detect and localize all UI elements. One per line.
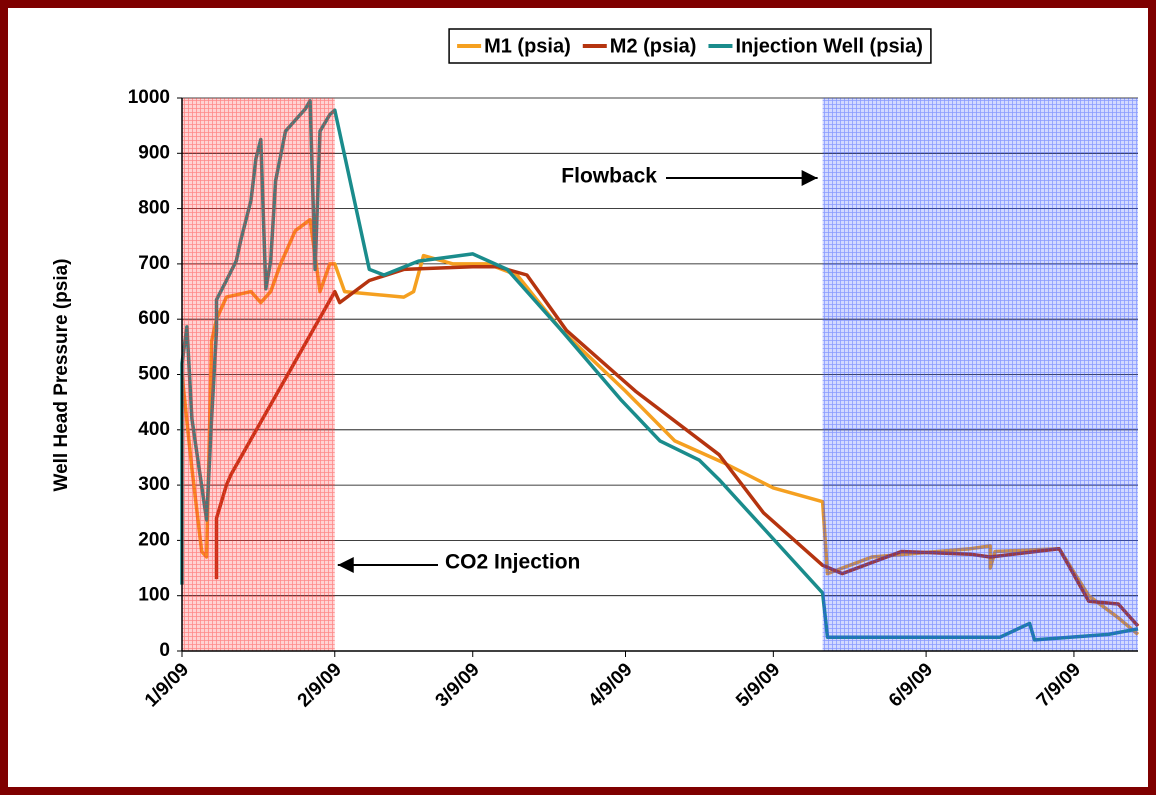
y-tick-label: 600 [138, 308, 170, 329]
y-tick-label: 800 [138, 198, 170, 219]
legend-label: M2 (psia) [610, 35, 697, 57]
shaded-hatch [822, 98, 1138, 651]
y-tick-label: 700 [138, 253, 170, 274]
y-tick-label: 400 [138, 419, 170, 440]
annotation: CO2 Injection [445, 551, 580, 574]
shaded-hatch [182, 98, 335, 651]
y-tick-label: 0 [159, 640, 170, 661]
y-tick-label: 900 [138, 142, 170, 163]
legend-box [448, 28, 932, 64]
legend-label: M1 (psia) [484, 35, 571, 57]
y-axis-label: Well Head Pressure (psia) [51, 258, 72, 491]
y-tick-label: 200 [138, 529, 170, 550]
y-tick-label: 300 [138, 474, 170, 495]
annotation: Flowback [561, 165, 657, 188]
legend: M1 (psia) M2 (psia) Injection Well (psia) [448, 28, 932, 64]
y-tick-label: 100 [138, 585, 170, 606]
y-tick-label: 500 [138, 364, 170, 385]
y-tick-label: 1000 [128, 87, 170, 108]
legend-label: Injection Well (psia) [735, 35, 922, 57]
